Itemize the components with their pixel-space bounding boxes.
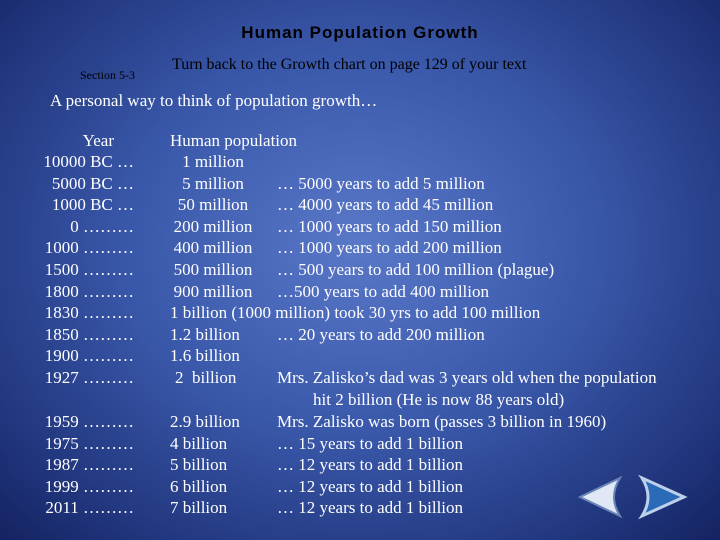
population: 200 million <box>173 216 253 236</box>
title: Human Population Growth <box>241 23 479 42</box>
population: 4 billion <box>170 433 228 453</box>
comment: Mrs. Zalisko’s dad was 3 years old when … <box>277 368 657 387</box>
back-arrow[interactable] <box>577 475 623 519</box>
intro: A personal way to think of population gr… <box>50 91 378 110</box>
population: 50 million <box>177 195 249 215</box>
year: 10000 BC … <box>43 152 134 171</box>
comment: … 15 years to add 1 billion <box>277 433 464 453</box>
comment: … 4000 years to add 45 million <box>277 195 494 215</box>
population: 900 million <box>173 281 253 301</box>
population: 2 billion <box>175 368 237 387</box>
population: 2.9 billion <box>170 412 240 431</box>
year: 1900 ……… <box>44 346 134 366</box>
year: 1975 ……… <box>44 433 134 453</box>
comment: hit 2 billion (He is now 88 years old) <box>313 389 565 409</box>
year: 2011 ……… <box>45 498 134 518</box>
column-header: Human population <box>170 131 298 150</box>
year: 1000 ……… <box>44 238 134 258</box>
comment: … 500 years to add 100 million (plague) <box>277 260 555 279</box>
comment: … 5000 years to add 5 million <box>277 173 485 193</box>
year: 1000 BC … <box>51 195 134 215</box>
year: 5000 BC … <box>51 173 134 193</box>
section: Section 5-3 <box>80 68 135 82</box>
comment: … 12 years to add 1 billion <box>277 498 464 518</box>
next-arrow[interactable] <box>638 474 688 520</box>
population: 1 million <box>182 152 244 171</box>
column-header: Year <box>82 131 114 150</box>
year: 1500 ……… <box>44 260 134 279</box>
comment: … 20 years to add 200 million <box>277 324 485 344</box>
year: 1830 ……… <box>44 303 134 323</box>
year: 1987 ……… <box>44 455 134 475</box>
comment: …500 years to add 400 million <box>277 281 490 301</box>
year: 0 ……… <box>70 216 134 236</box>
year: 1999 ……… <box>44 476 134 496</box>
year: 1959 ……… <box>44 412 134 431</box>
note: Turn back to the Growth chart on page 12… <box>172 56 527 73</box>
population: 5 billion <box>170 455 228 475</box>
year: 1850 ……… <box>44 324 134 344</box>
year: 1800 ……… <box>44 281 134 301</box>
population: 5 million <box>182 173 244 193</box>
population: 1.6 billion <box>170 346 240 366</box>
population: 7 billion <box>170 498 228 518</box>
population: 1 billion (1000 million) took 30 yrs to … <box>170 303 541 323</box>
population: 400 million <box>173 238 253 258</box>
comment: … 1000 years to add 200 million <box>277 238 502 258</box>
population: 500 million <box>173 260 253 279</box>
population: 1.2 billion <box>170 324 240 344</box>
comment: … 1000 years to add 150 million <box>277 216 502 236</box>
population: 6 billion <box>170 476 228 496</box>
year: 1927 ……… <box>44 368 134 387</box>
comment: … 12 years to add 1 billion <box>277 476 464 496</box>
comment: … 12 years to add 1 billion <box>277 455 464 475</box>
comment: Mrs. Zalisko was born (passes 3 billion … <box>277 412 607 431</box>
